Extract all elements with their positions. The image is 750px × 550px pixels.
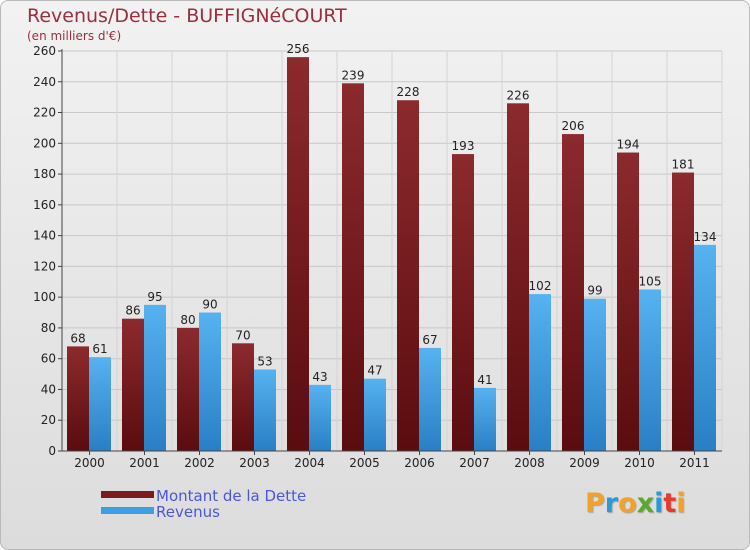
data-label-revenus-2006: 67 [422, 333, 437, 347]
x-tick-label: 2001 [129, 456, 160, 470]
logo-letter: i [654, 488, 664, 519]
x-tick-label: 2002 [184, 456, 215, 470]
data-label-revenus-2003: 53 [257, 354, 272, 368]
bar-revenus-2009 [584, 298, 606, 451]
logo-letter: r [604, 488, 619, 519]
bar-revenus-2008 [529, 294, 551, 451]
y-tick-label: 220 [33, 106, 56, 120]
logo-letter: o [618, 488, 637, 519]
logo-letter: t [663, 488, 677, 519]
x-tick-label: 2008 [514, 456, 545, 470]
data-label-revenus-2000: 61 [92, 342, 107, 356]
proxiti-logo: Proxiti [585, 488, 686, 519]
logo-letter: P [585, 488, 605, 519]
legend-swatch-dette [101, 491, 154, 498]
bar-revenus-2002 [199, 312, 221, 451]
data-label-revenus-2001: 95 [147, 290, 162, 304]
y-tick-label: 160 [33, 198, 56, 212]
data-label-revenus-2008: 102 [529, 279, 552, 293]
bar-revenus-2006 [419, 347, 441, 451]
data-label-dette-2010: 194 [617, 138, 640, 152]
x-tick-label: 2005 [349, 456, 380, 470]
legend-swatch-revenus [101, 507, 154, 514]
bar-dette-2008 [507, 103, 529, 452]
x-tick-label: 2011 [679, 456, 710, 470]
y-tick-label: 100 [33, 290, 56, 304]
data-label-revenus-2007: 41 [477, 373, 492, 387]
y-tick-label: 200 [33, 136, 56, 150]
bar-revenus-2000 [89, 357, 111, 451]
logo-letter: x [636, 488, 655, 519]
data-label-dette-2002: 80 [180, 313, 195, 327]
data-label-dette-2005: 239 [342, 68, 365, 82]
y-tick-label: 240 [33, 75, 56, 89]
bar-revenus-2010 [639, 289, 661, 451]
y-tick-label: 20 [41, 413, 56, 427]
data-label-revenus-2010: 105 [639, 274, 662, 288]
bar-revenus-2001 [144, 304, 166, 451]
y-tick-label: 180 [33, 167, 56, 181]
x-tick-label: 2004 [294, 456, 325, 470]
bar-revenus-2007 [474, 387, 496, 451]
x-tick-label: 2007 [459, 456, 490, 470]
bar-dette-2001 [122, 318, 144, 451]
legend-label-revenus: Revenus [156, 503, 220, 521]
data-label-dette-2008: 226 [507, 88, 530, 102]
bar-revenus-2003 [254, 369, 276, 451]
y-tick-label: 80 [41, 321, 56, 335]
x-tick-label: 2009 [569, 456, 600, 470]
bar-revenus-2005 [364, 378, 386, 451]
data-label-revenus-2004: 43 [312, 370, 327, 384]
bar-dette-2003 [232, 343, 254, 451]
y-tick-label: 140 [33, 229, 56, 243]
data-label-dette-2009: 206 [562, 119, 585, 133]
data-label-revenus-2005: 47 [367, 364, 382, 378]
y-tick-label: 40 [41, 382, 56, 396]
bar-dette-2011 [672, 172, 694, 452]
bar-dette-2005 [342, 83, 364, 452]
bar-dette-2002 [177, 327, 199, 451]
y-tick-label: 120 [33, 259, 56, 273]
bar-dette-2004 [287, 57, 309, 452]
x-tick-label: 2006 [404, 456, 435, 470]
bar-revenus-2011 [694, 244, 716, 451]
bar-dette-2010 [617, 152, 639, 452]
x-tick-label: 2010 [624, 456, 655, 470]
data-label-revenus-2009: 99 [587, 284, 602, 298]
y-tick-label: 260 [33, 44, 56, 58]
data-label-dette-2000: 68 [70, 331, 85, 345]
data-label-dette-2001: 86 [125, 304, 140, 318]
data-label-revenus-2002: 90 [202, 298, 217, 312]
bar-revenus-2004 [309, 384, 331, 451]
chart-subtitle: (en milliers d'€) [27, 29, 122, 43]
data-label-dette-2003: 70 [235, 328, 250, 342]
y-tick-label: 60 [41, 352, 56, 366]
bar-dette-2000 [67, 346, 89, 451]
data-label-dette-2007: 193 [452, 139, 475, 153]
x-tick-label: 2000 [74, 456, 105, 470]
logo-letter: i [676, 488, 686, 519]
x-tick-label: 2003 [239, 456, 270, 470]
chart-title: Revenus/Dette - BUFFIGNéCOURT [27, 5, 347, 27]
y-tick-label: 0 [48, 444, 56, 458]
bar-dette-2007 [452, 154, 474, 452]
bar-dette-2006 [397, 100, 419, 451]
data-label-dette-2006: 228 [397, 85, 420, 99]
data-label-dette-2011: 181 [672, 158, 695, 172]
data-label-revenus-2011: 134 [694, 230, 717, 244]
legend-label-dette: Montant de la Dette [156, 487, 306, 505]
data-label-dette-2004: 256 [287, 42, 310, 56]
bar-dette-2009 [562, 134, 584, 452]
